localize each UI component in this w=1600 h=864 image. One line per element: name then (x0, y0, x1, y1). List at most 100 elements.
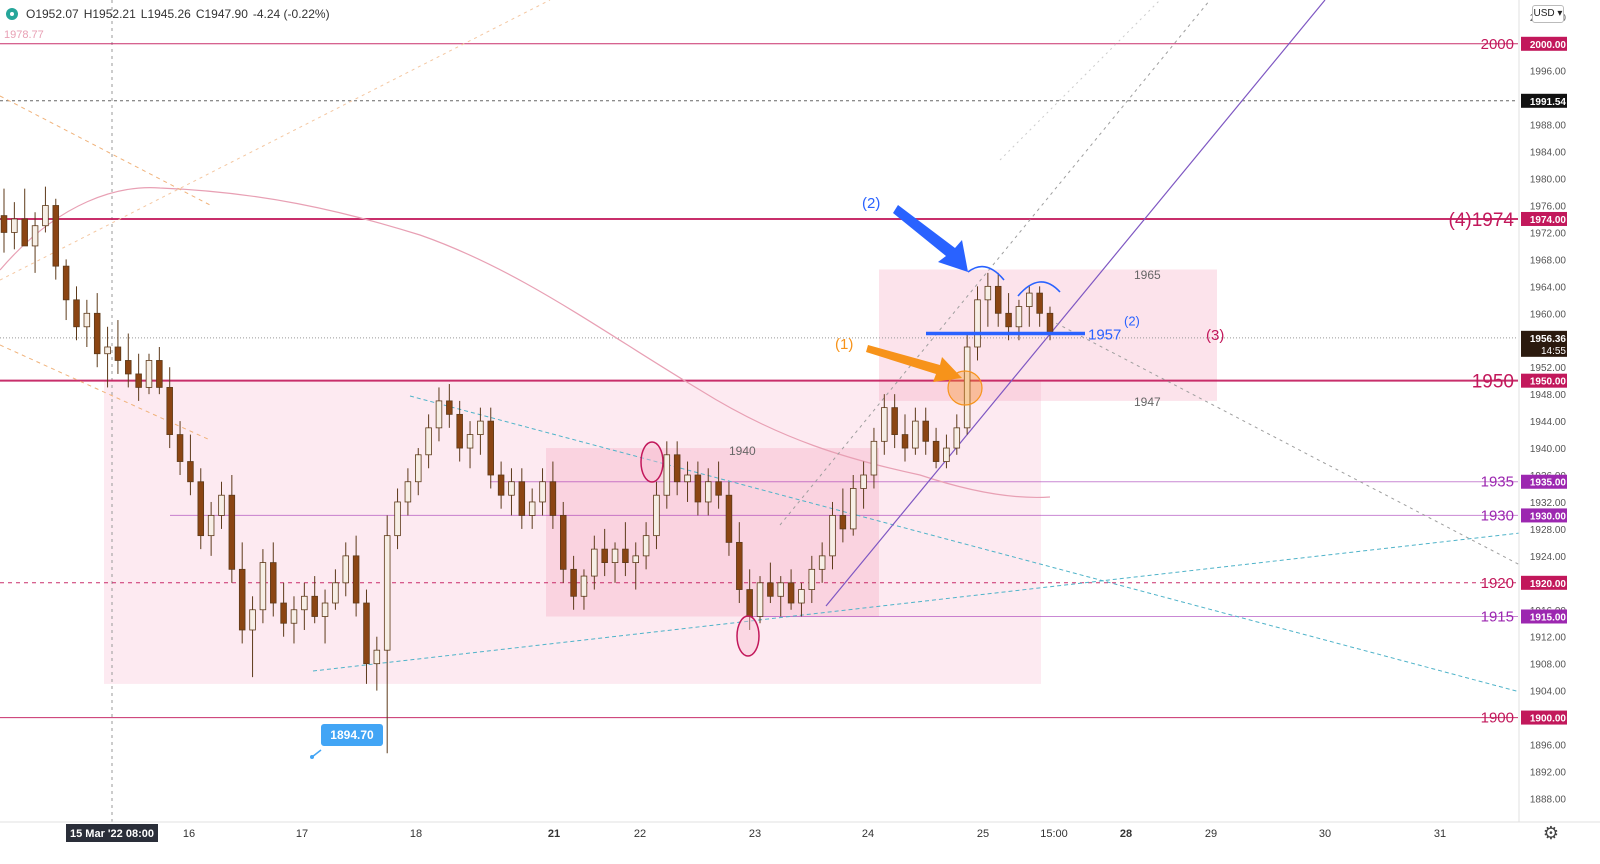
candle-body (166, 387, 173, 435)
arch-top-2 (1017, 281, 1061, 297)
candle-body (922, 420, 929, 442)
candle-body (736, 541, 743, 590)
candle-body (663, 454, 671, 496)
trendline-orange-2 (0, 344, 211, 441)
candle-body (383, 535, 391, 651)
price-tick-label: 1984.00 (1530, 148, 1567, 159)
price-tag-2000 (1521, 36, 1567, 51)
candle-body (932, 440, 940, 462)
last-price-countdown: 14:55 (1541, 346, 1566, 357)
candle-body (259, 562, 267, 611)
candle-body (818, 555, 826, 570)
candle-body (653, 494, 660, 537)
price-tick-label: 1980.00 (1530, 175, 1567, 186)
blue-level-label: 1957 (1088, 327, 1121, 344)
price-tick-label: 1896.00 (1530, 741, 1567, 752)
candle-body (963, 346, 971, 429)
candle-body (301, 595, 308, 611)
candle-body (580, 575, 588, 597)
price-tick-label: 1912.00 (1530, 633, 1567, 644)
candle-body (487, 420, 495, 476)
price-tag-1974 (1521, 211, 1567, 226)
candle-body (860, 474, 867, 489)
price-tick-label: 1892.00 (1530, 767, 1567, 778)
blue-level-sup: (2) (1124, 314, 1140, 329)
time-tick-label: 17 (296, 828, 308, 840)
candle-body (901, 434, 909, 449)
levels-layer: 2000 (4)1974 1950 1935 1930 1920 1915 1900 (0, 36, 1518, 727)
price-tag-1900 (1521, 710, 1567, 725)
time-tick-label: 15:00 (1040, 828, 1068, 840)
candle-body (632, 555, 639, 563)
level-label-2000: 2000 (1481, 36, 1514, 53)
trendline-uptrend-purple (825, 0, 1326, 607)
orange-arrow-icon (866, 345, 962, 382)
low-marker-tag (321, 724, 383, 746)
level-label-1920: 1920 (1481, 575, 1514, 592)
candle-body (559, 515, 567, 570)
currency-button[interactable]: USD ▾ (1532, 5, 1564, 23)
blue-arrow-icon (893, 205, 968, 272)
price-tag-label-1920: 1920.00 (1530, 579, 1567, 590)
time-cursor-label: 15 Mar '22 08:00 (70, 828, 154, 840)
candle-body (912, 420, 919, 449)
time-tick-label: 28 (1120, 828, 1132, 840)
time-tick-label: 16 (183, 828, 195, 840)
candle-body (839, 515, 847, 530)
level-label-1974: (4)1974 (1449, 210, 1515, 231)
price-tick-label: 1988.00 (1530, 121, 1567, 132)
candle-body (694, 474, 702, 503)
candle-body (508, 481, 515, 496)
time-tick-label: 24 (862, 828, 874, 840)
status-dot-icon (6, 8, 18, 20)
candle-body (808, 568, 816, 590)
level-label-1915: 1915 (1481, 609, 1514, 626)
candle-body (1015, 306, 1023, 328)
level-label-1930: 1930 (1481, 507, 1514, 524)
pink-label-3: (3) (1206, 327, 1224, 344)
candle-body (373, 649, 381, 665)
prev-level-label: 1978.77 (4, 29, 44, 41)
candle-body (311, 595, 318, 617)
grid-layer (0, 0, 1518, 822)
candle-body (767, 582, 774, 597)
candle-body (497, 474, 505, 496)
candle-body (849, 488, 857, 530)
gear-icon[interactable]: ⚙ (1542, 823, 1560, 843)
currency-label: USD (1533, 8, 1555, 19)
time-tick-label: 29 (1205, 828, 1217, 840)
candle-body (756, 582, 764, 617)
candle-body (249, 609, 256, 631)
ohlc-high: H1952.21 (83, 7, 136, 21)
candle-body (93, 312, 101, 355)
candle-body (42, 205, 49, 227)
candle-body (704, 481, 712, 503)
price-tag-1930 (1521, 508, 1567, 523)
price-tick-label: 1908.00 (1530, 660, 1567, 671)
price-tag-1950 (1521, 373, 1567, 388)
price-tag-label-1935: 1935.00 (1530, 478, 1567, 489)
time-axis[interactable]: 15 Mar '22 08:00 16 17 18 21 22 23 24 25 15:00 28 2… (0, 821, 1600, 864)
candle-body (280, 602, 287, 624)
candle-body (435, 400, 443, 429)
time-axis-bg (0, 822, 1600, 864)
level-label-1900: 1900 (1481, 710, 1514, 727)
candle-body (777, 582, 784, 597)
price-tick-label: 1972.00 (1530, 228, 1567, 239)
highlight-ellipse-high (640, 441, 664, 483)
trendline-faint-gray (999, 0, 1161, 161)
candle-body (1036, 292, 1043, 314)
candle-body (187, 461, 194, 483)
price-tag-label-2000: 2000.00 (1530, 40, 1567, 51)
ohlc-low: L1945.26 (140, 7, 191, 21)
candle-body (156, 360, 163, 388)
trendline-orange-light (0, 0, 551, 281)
price-axis[interactable]: 1888.00 1892.00 1896.00 1900.00 1904.00 1908.… (1518, 0, 1600, 822)
candle-body (953, 427, 961, 449)
price-tag-1920 (1521, 575, 1567, 590)
price-tick-label: 1960.00 (1530, 309, 1567, 320)
time-tick-label: 31 (1434, 828, 1446, 840)
price-tag-label-1930: 1930.00 (1530, 511, 1567, 522)
time-tick-label: 25 (977, 828, 989, 840)
